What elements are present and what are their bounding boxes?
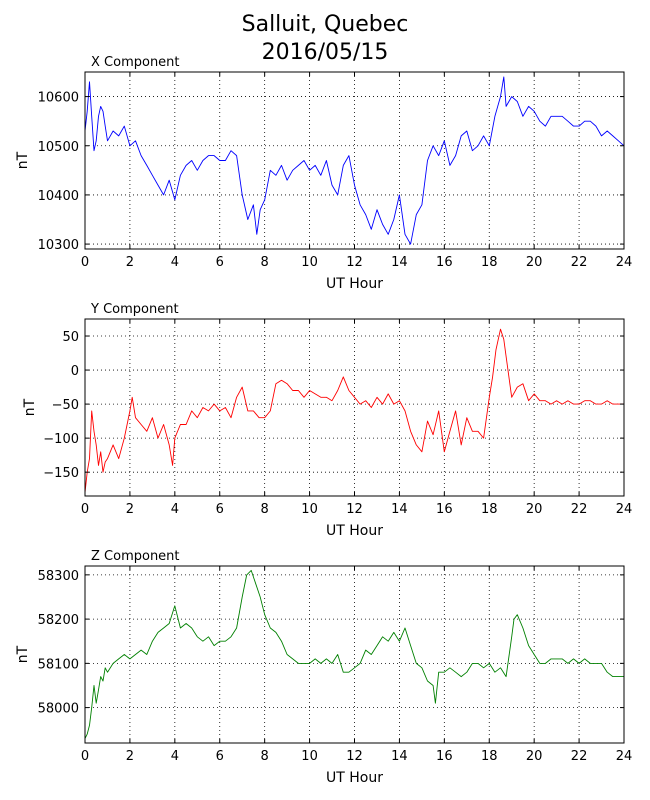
y-axis-label-x: nT <box>15 151 31 169</box>
y-tick-label-x: 10300 <box>38 238 79 253</box>
x-tick-label-z: 6 <box>216 749 224 764</box>
y-tick-label-z: 58300 <box>38 569 79 584</box>
x-tick-label-x: 0 <box>81 255 89 270</box>
x-tick-label-x: 12 <box>346 255 363 270</box>
x-tick-label-x: 14 <box>391 255 408 270</box>
x-tick-label-y: 4 <box>171 502 179 517</box>
y-tick-label-z: 58000 <box>38 702 79 717</box>
y-tick-label-y: −100 <box>43 432 79 447</box>
y-tick-label-y: 50 <box>62 330 79 345</box>
x-tick-label-z: 10 <box>301 749 318 764</box>
x-tick-label-z: 18 <box>481 749 498 764</box>
x-tick-label-x: 10 <box>301 255 318 270</box>
x-tick-label-z: 12 <box>346 749 363 764</box>
x-tick-label-y: 14 <box>391 502 408 517</box>
y-tick-label-z: 58100 <box>38 657 79 672</box>
x-tick-label-y: 22 <box>571 502 588 517</box>
y-tick-label-x: 10600 <box>38 91 79 106</box>
x-tick-label-z: 0 <box>81 749 89 764</box>
y-tick-label-x: 10400 <box>38 189 79 204</box>
x-tick-label-x: 4 <box>171 255 179 270</box>
x-tick-label-z: 22 <box>571 749 588 764</box>
y-axis-label-y: nT <box>22 398 38 416</box>
panel-title-y: Y Component <box>90 302 179 317</box>
x-tick-label-y: 12 <box>346 502 363 517</box>
x-tick-label-z: 2 <box>126 749 134 764</box>
x-tick-label-z: 16 <box>436 749 453 764</box>
y-tick-label-y: 0 <box>71 364 79 379</box>
y-tick-label-z: 58200 <box>38 613 79 628</box>
y-tick-label-y: −50 <box>52 398 79 413</box>
x-tick-label-x: 18 <box>481 255 498 270</box>
x-tick-label-z: 8 <box>261 749 269 764</box>
panel-title-z: Z Component <box>91 549 180 564</box>
y-tick-label-x: 10500 <box>38 140 79 155</box>
x-tick-label-y: 0 <box>81 502 89 517</box>
series-line-z <box>84 569 624 739</box>
x-tick-label-y: 10 <box>301 502 318 517</box>
x-tick-label-y: 2 <box>126 502 134 517</box>
x-tick-label-y: 24 <box>616 502 633 517</box>
x-tick-label-x: 20 <box>526 255 543 270</box>
x-tick-label-x: 24 <box>616 255 633 270</box>
series-line-x <box>84 76 625 245</box>
x-tick-label-z: 14 <box>391 749 408 764</box>
figure-title-date: 2016/05/15 <box>261 40 389 65</box>
x-tick-label-y: 20 <box>526 502 543 517</box>
x-tick-label-x: 22 <box>571 255 588 270</box>
x-tick-label-x: 6 <box>216 255 224 270</box>
x-tick-label-z: 4 <box>171 749 179 764</box>
x-axis-label-z: UT Hour <box>326 770 383 786</box>
figure-title-station: Salluit, Quebec <box>241 12 409 37</box>
x-tick-label-y: 8 <box>261 502 269 517</box>
y-tick-label-y: −150 <box>43 466 79 481</box>
x-tick-label-x: 8 <box>261 255 269 270</box>
x-tick-label-z: 20 <box>526 749 543 764</box>
x-tick-label-y: 18 <box>481 502 498 517</box>
panel-title-x: X Component <box>91 55 180 70</box>
x-tick-label-z: 24 <box>616 749 633 764</box>
y-axis-label-z: nT <box>15 645 31 663</box>
x-axis-label-y: UT Hour <box>326 523 383 539</box>
x-axis-label-x: UT Hour <box>326 276 383 292</box>
x-tick-label-y: 6 <box>216 502 224 517</box>
x-tick-label-x: 2 <box>126 255 134 270</box>
x-tick-label-y: 16 <box>436 502 453 517</box>
x-tick-label-x: 16 <box>436 255 453 270</box>
series-line-y <box>84 328 624 493</box>
